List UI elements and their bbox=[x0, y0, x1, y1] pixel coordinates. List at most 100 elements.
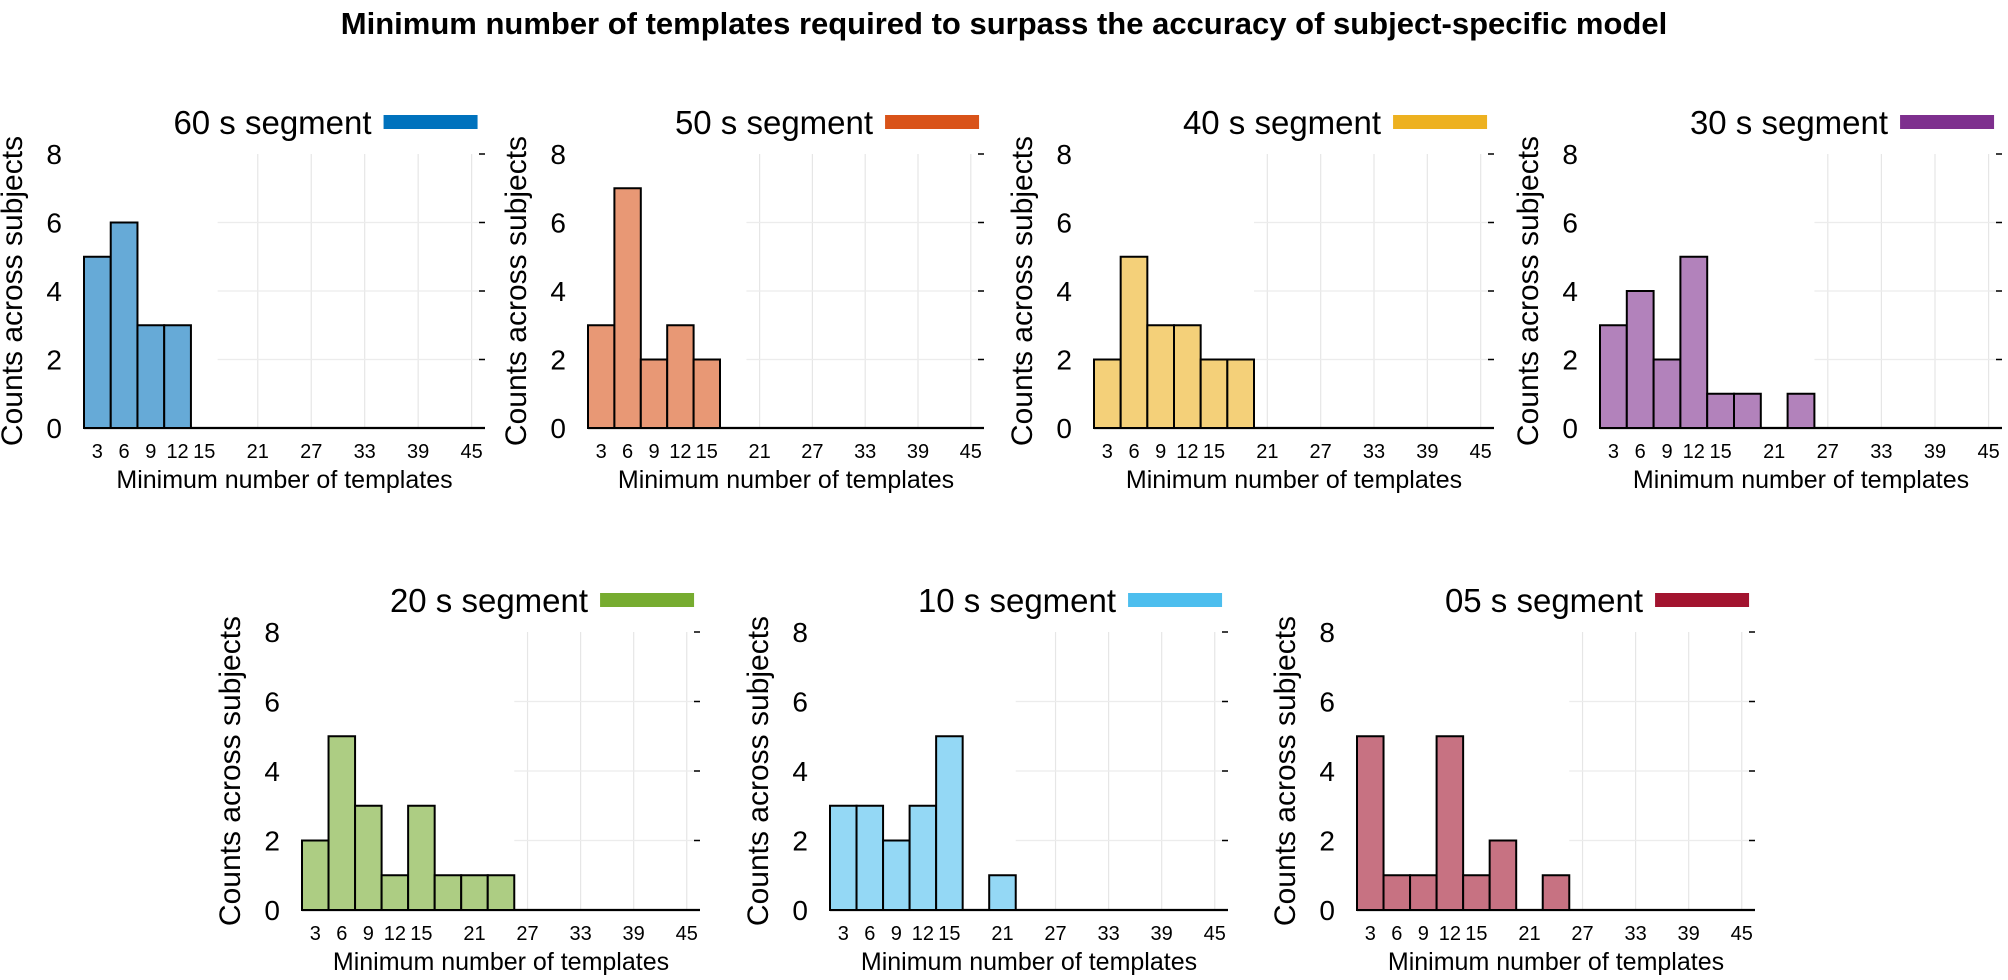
legend-swatch bbox=[1128, 593, 1223, 607]
x-tick-label: 12 bbox=[1176, 441, 1198, 463]
histogram-bar bbox=[1146, 324, 1176, 429]
x-tick-label: 39 bbox=[1416, 441, 1438, 463]
x-tick-label: 15 bbox=[938, 923, 960, 945]
x-tick-label: 9 bbox=[648, 441, 659, 463]
panel-title: 60 s segment bbox=[173, 104, 371, 141]
histogram-bar bbox=[83, 255, 112, 429]
y-tick-label: 6 bbox=[264, 687, 280, 718]
histogram-bar bbox=[829, 804, 858, 911]
x-tick-label: 45 bbox=[461, 441, 483, 463]
x-tick-label: 33 bbox=[1097, 923, 1119, 945]
y-tick-label: 8 bbox=[264, 617, 280, 648]
histogram-bar bbox=[407, 804, 436, 911]
histogram-bar bbox=[1356, 735, 1385, 911]
x-tick-label: 9 bbox=[1661, 441, 1672, 463]
x-tick-label: 45 bbox=[1470, 441, 1492, 463]
histogram-bar bbox=[988, 874, 1017, 911]
x-tick-label: 15 bbox=[1709, 441, 1731, 463]
panel-title: 30 s segment bbox=[1690, 104, 1888, 141]
x-tick-label: 3 bbox=[1608, 441, 1619, 463]
histogram-bar bbox=[433, 874, 463, 911]
x-tick-label: 21 bbox=[1518, 923, 1540, 945]
y-tick-label: 0 bbox=[550, 413, 566, 444]
x-tick-label: 6 bbox=[1128, 441, 1139, 463]
x-tick-label: 12 bbox=[384, 923, 406, 945]
x-tick-label: 12 bbox=[1439, 923, 1461, 945]
x-tick-label: 12 bbox=[1683, 441, 1705, 463]
y-tick-label: 0 bbox=[1319, 895, 1335, 926]
x-tick-label: 3 bbox=[310, 923, 321, 945]
y-tick-label: 8 bbox=[1056, 139, 1072, 170]
y-axis-label: Counts across subjects bbox=[742, 616, 775, 926]
y-tick-label: 4 bbox=[792, 756, 808, 787]
histogram-bar bbox=[1786, 392, 1816, 429]
x-tick-label: 45 bbox=[1731, 923, 1753, 945]
y-tick-label: 2 bbox=[1562, 345, 1578, 376]
y-axis-label: Counts across subjects bbox=[1512, 136, 1545, 446]
y-tick-label: 6 bbox=[1319, 687, 1335, 718]
y-tick-label: 4 bbox=[1562, 276, 1578, 307]
x-tick-label: 15 bbox=[1203, 441, 1225, 463]
x-tick-label: 6 bbox=[622, 441, 633, 463]
x-tick-label: 39 bbox=[1151, 923, 1173, 945]
y-tick-label: 8 bbox=[46, 139, 62, 170]
histogram-bar bbox=[855, 804, 885, 911]
x-tick-label: 12 bbox=[166, 441, 188, 463]
y-tick-label: 8 bbox=[1319, 617, 1335, 648]
y-tick-label: 6 bbox=[1562, 208, 1578, 239]
y-tick-label: 4 bbox=[1319, 756, 1335, 787]
histogram-bar bbox=[1119, 255, 1149, 429]
histogram-bar bbox=[1625, 290, 1655, 429]
x-axis-label: Minimum number of templates bbox=[1388, 948, 1724, 976]
x-tick-label: 9 bbox=[145, 441, 156, 463]
panel-title: 20 s segment bbox=[390, 582, 588, 619]
legend-swatch bbox=[1655, 593, 1750, 607]
y-tick-label: 0 bbox=[1056, 413, 1072, 444]
y-tick-label: 0 bbox=[46, 413, 62, 444]
x-tick-label: 15 bbox=[193, 441, 215, 463]
x-tick-label: 9 bbox=[363, 923, 374, 945]
x-tick-label: 33 bbox=[1363, 441, 1385, 463]
legend-swatch bbox=[885, 115, 980, 129]
x-tick-label: 6 bbox=[864, 923, 875, 945]
histogram-bar bbox=[1409, 874, 1438, 911]
x-tick-label: 21 bbox=[247, 441, 269, 463]
x-tick-label: 3 bbox=[92, 441, 103, 463]
panel-title: 50 s segment bbox=[675, 104, 873, 141]
y-tick-label: 6 bbox=[1056, 208, 1072, 239]
y-axis-label: Counts across subjects bbox=[1006, 136, 1039, 446]
x-axis-label: Minimum number of templates bbox=[618, 466, 954, 494]
x-tick-label: 27 bbox=[516, 923, 538, 945]
x-tick-label: 45 bbox=[960, 441, 982, 463]
x-tick-label: 27 bbox=[1571, 923, 1593, 945]
histogram-bar bbox=[692, 358, 721, 429]
histogram-bar bbox=[1093, 358, 1122, 429]
histogram-bar bbox=[301, 839, 330, 911]
x-tick-label: 33 bbox=[1870, 441, 1892, 463]
histogram-bar bbox=[587, 324, 616, 429]
x-tick-label: 6 bbox=[1391, 923, 1402, 945]
x-axis-label: Minimum number of templates bbox=[333, 948, 669, 976]
x-tick-label: 12 bbox=[912, 923, 934, 945]
x-tick-label: 27 bbox=[1310, 441, 1332, 463]
legend-swatch bbox=[383, 115, 478, 129]
y-tick-label: 6 bbox=[792, 687, 808, 718]
histogram-bar bbox=[1435, 735, 1465, 911]
x-tick-label: 6 bbox=[1635, 441, 1646, 463]
panel-title: 40 s segment bbox=[1183, 104, 1381, 141]
y-axis-label: Counts across subjects bbox=[214, 616, 247, 926]
histogram-bar bbox=[1706, 392, 1735, 429]
y-tick-label: 8 bbox=[550, 139, 566, 170]
y-tick-label: 2 bbox=[792, 826, 808, 857]
y-tick-label: 0 bbox=[1562, 413, 1578, 444]
y-tick-label: 4 bbox=[550, 276, 566, 307]
x-tick-label: 15 bbox=[1465, 923, 1487, 945]
histogram-bar bbox=[1488, 839, 1518, 911]
y-tick-label: 4 bbox=[1056, 276, 1072, 307]
x-tick-label: 6 bbox=[336, 923, 347, 945]
